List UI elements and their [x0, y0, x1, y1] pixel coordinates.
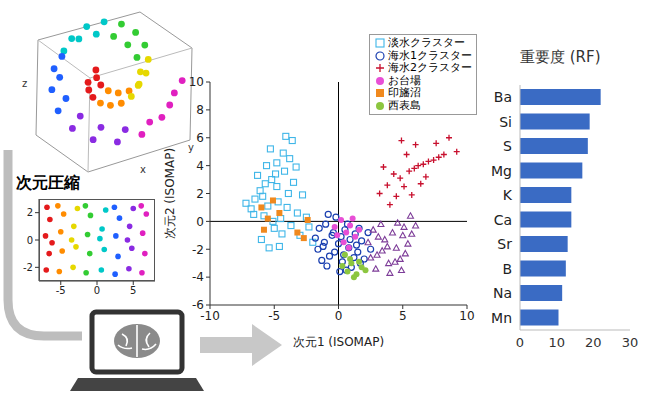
svg-text:次元2 (ISOMAP): 次元2 (ISOMAP) [163, 148, 177, 239]
svg-text:8: 8 [196, 103, 204, 117]
svg-text:Ca: Ca [494, 212, 512, 228]
svg-text:-2: -2 [192, 243, 204, 257]
svg-text:20: 20 [585, 335, 602, 350]
svg-text:-5: -5 [56, 285, 66, 296]
html-text:y: y [188, 142, 194, 153]
html-text:印旛沼: 印旛沼 [388, 86, 421, 99]
html-text:西表島: 西表島 [388, 98, 421, 112]
svg-text:-10: -10 [200, 308, 220, 323]
svg-text:0: 0 [94, 285, 100, 296]
svg-text:0: 0 [516, 335, 524, 350]
svg-text:0: 0 [196, 215, 204, 229]
svg-text:10: 10 [459, 309, 474, 323]
html-text:z: z [22, 78, 28, 89]
svg-text:Mg: Mg [491, 163, 512, 179]
svg-text:4: 4 [196, 159, 204, 173]
html-text:次元圧縮: 次元圧縮 [16, 173, 80, 192]
html-text:x: x [140, 164, 146, 175]
svg-text:0: 0 [27, 235, 33, 246]
svg-text:Na: Na [493, 285, 512, 301]
svg-text:0: 0 [335, 309, 343, 323]
svg-text:5: 5 [399, 309, 407, 323]
html-text:重要度 (RF): 重要度 (RF) [520, 48, 601, 66]
svg-text:S: S [503, 138, 512, 154]
svg-text:B: B [502, 261, 512, 277]
svg-text:-4: -4 [192, 270, 204, 284]
html-text:海水1クラスター: 海水1クラスター [388, 48, 472, 62]
svg-text:Ba: Ba [494, 89, 512, 105]
svg-text:-2: -2 [23, 262, 33, 273]
html-text:お台場: お台場 [388, 73, 421, 87]
svg-text:10: 10 [189, 75, 204, 89]
svg-text:2: 2 [196, 187, 204, 201]
svg-text:6: 6 [196, 131, 204, 145]
svg-text:-6: -6 [192, 298, 204, 312]
svg-text:10: 10 [548, 335, 565, 350]
svg-text:Mn: Mn [491, 310, 512, 326]
svg-text:K: K [503, 187, 513, 203]
svg-text:Sr: Sr [497, 236, 512, 252]
svg-text:Si: Si [499, 114, 512, 130]
svg-text:-5: -5 [268, 309, 280, 323]
svg-text:2: 2 [27, 207, 33, 218]
html-text:海水2クラスター: 海水2クラスター [388, 61, 472, 74]
svg-text:次元1 (ISOMAP): 次元1 (ISOMAP) [293, 335, 384, 349]
svg-text:30: 30 [622, 335, 639, 350]
svg-text:5: 5 [130, 285, 136, 296]
html-text:淡水クラスター: 淡水クラスター [388, 36, 465, 49]
